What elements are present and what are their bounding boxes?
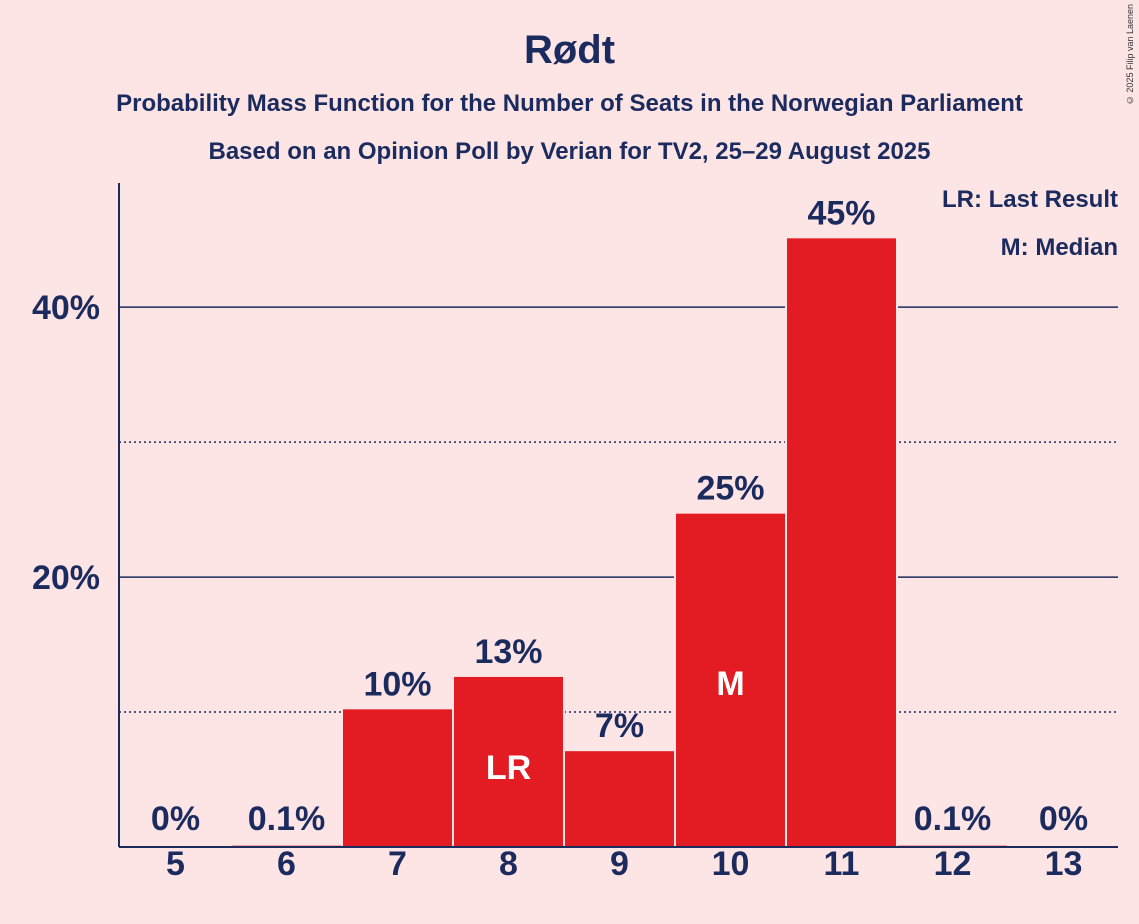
chart-title: Rødt (523, 28, 616, 72)
data-label: 7% (595, 707, 644, 745)
data-label: 10% (363, 665, 431, 703)
x-tick-label: 5 (166, 845, 185, 883)
chart-subtitle: Probability Mass Function for the Number… (116, 90, 1023, 117)
bar-halo (896, 843, 1009, 847)
bar-seat-10 (676, 513, 785, 847)
y-tick-label: 40% (32, 289, 100, 327)
y-tick-label: 20% (32, 559, 100, 597)
x-tick-label: 7 (388, 845, 407, 883)
bar-marker-m: M (716, 665, 744, 703)
data-label: 45% (807, 194, 875, 232)
bar-halo (230, 843, 343, 847)
data-label: 0% (1039, 800, 1088, 838)
x-tick-label: 9 (610, 845, 629, 883)
x-tick-label: 12 (934, 845, 972, 883)
data-label: 0% (151, 800, 200, 838)
legend-last-result: LR: Last Result (941, 186, 1118, 213)
data-label: 25% (696, 470, 764, 508)
bar-seat-7 (343, 709, 452, 847)
x-tick-label: 13 (1045, 845, 1083, 883)
legend-median: M: Median (1000, 234, 1118, 261)
bar-marker-lr: LR (486, 749, 531, 787)
data-label: 0.1% (914, 800, 992, 838)
x-tick-label: 11 (824, 845, 860, 883)
bar-seat-8 (454, 676, 563, 847)
x-tick-label: 8 (499, 845, 518, 883)
data-label: 13% (474, 633, 542, 671)
bar-seat-11 (787, 238, 896, 848)
x-tick-label: 6 (277, 845, 296, 883)
bar-seat-9 (565, 751, 674, 847)
chart-source: Based on an Opinion Poll by Verian for T… (208, 138, 931, 165)
x-tick-label: 10 (712, 845, 750, 883)
data-label: 0.1% (248, 800, 326, 838)
